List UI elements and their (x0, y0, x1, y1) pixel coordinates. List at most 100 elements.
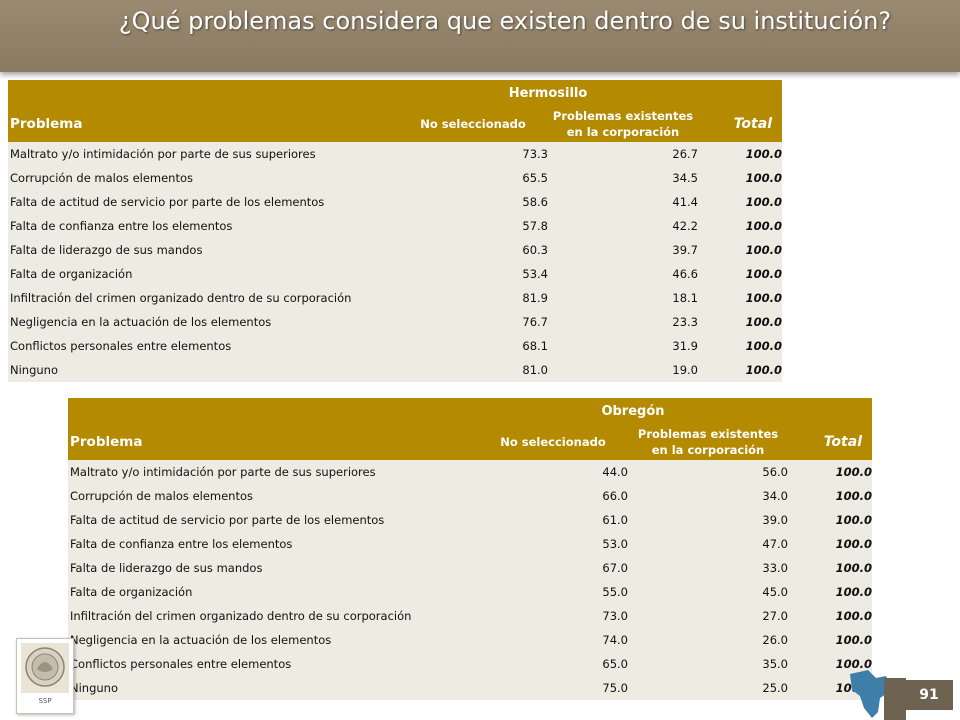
problem-cell: Negligencia en la actuación de los eleme… (8, 310, 398, 334)
table-row: Falta de liderazgo de sus mandos 67.0 33.0… (68, 556, 872, 580)
table-row: Falta de actitud de servicio por parte d… (68, 508, 872, 532)
existing-cell: 35.0 (628, 652, 788, 676)
table-row: Falta de confianza entre los elementos 57… (8, 214, 782, 238)
existing-cell: 34.0 (628, 484, 788, 508)
existing-cell: 56.0 (628, 460, 788, 484)
table-row: Corrupción de malos elementos 65.5 34.5 100… (8, 166, 782, 190)
total-cell: 100.0 (788, 532, 872, 556)
column-header-existing: Problemas existentes en la corporación (628, 424, 788, 460)
existing-cell: 25.0 (628, 676, 788, 700)
not-selected-cell: 58.6 (398, 190, 548, 214)
obregon-table: Obregón Problema No seleccionado Problem… (68, 398, 872, 700)
table-row: Falta de organización 53.4 46.6 100.0 (8, 262, 782, 286)
problem-cell: Falta de actitud de servicio por parte d… (8, 190, 398, 214)
page-number: 91 (905, 680, 953, 710)
seal-icon (21, 643, 69, 693)
table-row: Infiltración del crimen organizado dentr… (8, 286, 782, 310)
total-cell: 100.0 (788, 604, 872, 628)
total-cell: 100.0 (698, 238, 782, 262)
problem-cell: Conflictos personales entre elementos (8, 334, 398, 358)
column-header-not-selected: No seleccionado (398, 106, 548, 142)
table-row: Conflictos personales entre elementos 68.… (8, 334, 782, 358)
not-selected-cell: 67.0 (478, 556, 628, 580)
table-row: Falta de organización 55.0 45.0 100.0 (68, 580, 872, 604)
not-selected-cell: 61.0 (478, 508, 628, 532)
not-selected-cell: 74.0 (478, 628, 628, 652)
total-cell: 100.0 (788, 484, 872, 508)
not-selected-cell: 57.8 (398, 214, 548, 238)
existing-cell: 45.0 (628, 580, 788, 604)
problem-cell: Maltrato y/o intimidación por parte de s… (8, 142, 398, 166)
not-selected-cell: 53.0 (478, 532, 628, 556)
existing-cell: 47.0 (628, 532, 788, 556)
problem-cell: Falta de liderazgo de sus mandos (68, 556, 478, 580)
problem-cell: Falta de liderazgo de sus mandos (8, 238, 398, 262)
table-row: Corrupción de malos elementos 66.0 34.0 100… (68, 484, 872, 508)
not-selected-cell: 81.9 (398, 286, 548, 310)
total-cell: 100.0 (698, 358, 782, 382)
problem-cell: Infiltración del crimen organizado dentr… (8, 286, 398, 310)
table-row: Ninguno 81.0 19.0 100.0 (8, 358, 782, 382)
table-row: Maltrato y/o intimidación por parte de s… (68, 460, 872, 484)
hermosillo-table: Hermosillo Problema No seleccionado Prob… (8, 80, 782, 382)
problem-cell: Falta de confianza entre los elementos (8, 214, 398, 238)
state-map-icon (850, 670, 906, 720)
existing-cell: 34.5 (548, 166, 698, 190)
existing-cell: 33.0 (628, 556, 788, 580)
column-header-total: Total (698, 106, 782, 142)
not-selected-cell: 76.7 (398, 310, 548, 334)
total-cell: 100.0 (788, 556, 872, 580)
ssp-logo: SSP (16, 638, 74, 714)
table-row: Falta de confianza entre los elementos 53… (68, 532, 872, 556)
total-cell: 100.0 (698, 286, 782, 310)
not-selected-cell: 55.0 (478, 580, 628, 604)
total-cell: 100.0 (698, 166, 782, 190)
existing-cell: 31.9 (548, 334, 698, 358)
existing-cell: 42.2 (548, 214, 698, 238)
existing-cell: 27.0 (628, 604, 788, 628)
not-selected-cell: 44.0 (478, 460, 628, 484)
column-header-total: Total (788, 424, 872, 460)
existing-cell: 39.7 (548, 238, 698, 262)
problem-cell: Falta de confianza entre los elementos (68, 532, 478, 556)
not-selected-cell: 65.5 (398, 166, 548, 190)
table-row: Conflictos personales entre elementos 65.… (68, 652, 872, 676)
table-city-title: Obregón (478, 398, 788, 424)
problem-cell: Negligencia en la actuación de los eleme… (68, 628, 478, 652)
column-header-problem: Problema (68, 424, 478, 460)
column-header-problem: Problema (8, 106, 398, 142)
not-selected-cell: 81.0 (398, 358, 548, 382)
not-selected-cell: 66.0 (478, 484, 628, 508)
existing-cell: 26.7 (548, 142, 698, 166)
not-selected-cell: 73.0 (478, 604, 628, 628)
table-row: Negligencia en la actuación de los eleme… (68, 628, 872, 652)
problem-cell: Conflictos personales entre elementos (68, 652, 478, 676)
column-header-existing: Problemas existentes en la corporación (548, 106, 698, 142)
existing-cell: 18.1 (548, 286, 698, 310)
not-selected-cell: 60.3 (398, 238, 548, 262)
not-selected-cell: 75.0 (478, 676, 628, 700)
total-cell: 100.0 (698, 334, 782, 358)
total-cell: 100.0 (698, 190, 782, 214)
existing-cell: 23.3 (548, 310, 698, 334)
problem-cell: Corrupción de malos elementos (8, 166, 398, 190)
problem-cell: Ninguno (68, 676, 478, 700)
problem-cell: Falta de actitud de servicio por parte d… (68, 508, 478, 532)
total-cell: 100.0 (698, 214, 782, 238)
total-cell: 100.0 (788, 652, 872, 676)
page-title: ¿Qué problemas considera que existen den… (118, 7, 892, 35)
not-selected-cell: 65.0 (478, 652, 628, 676)
existing-cell: 46.6 (548, 262, 698, 286)
existing-cell: 26.0 (628, 628, 788, 652)
table-row: Negligencia en la actuación de los eleme… (8, 310, 782, 334)
title-bar: ¿Qué problemas considera que existen den… (0, 0, 960, 72)
table-city-title: Hermosillo (398, 80, 698, 106)
existing-cell: 39.0 (628, 508, 788, 532)
not-selected-cell: 73.3 (398, 142, 548, 166)
table-row: Infiltración del crimen organizado dentr… (68, 604, 872, 628)
total-cell: 100.0 (788, 580, 872, 604)
problem-cell: Falta de organización (8, 262, 398, 286)
existing-cell: 19.0 (548, 358, 698, 382)
total-cell: 100.0 (788, 508, 872, 532)
